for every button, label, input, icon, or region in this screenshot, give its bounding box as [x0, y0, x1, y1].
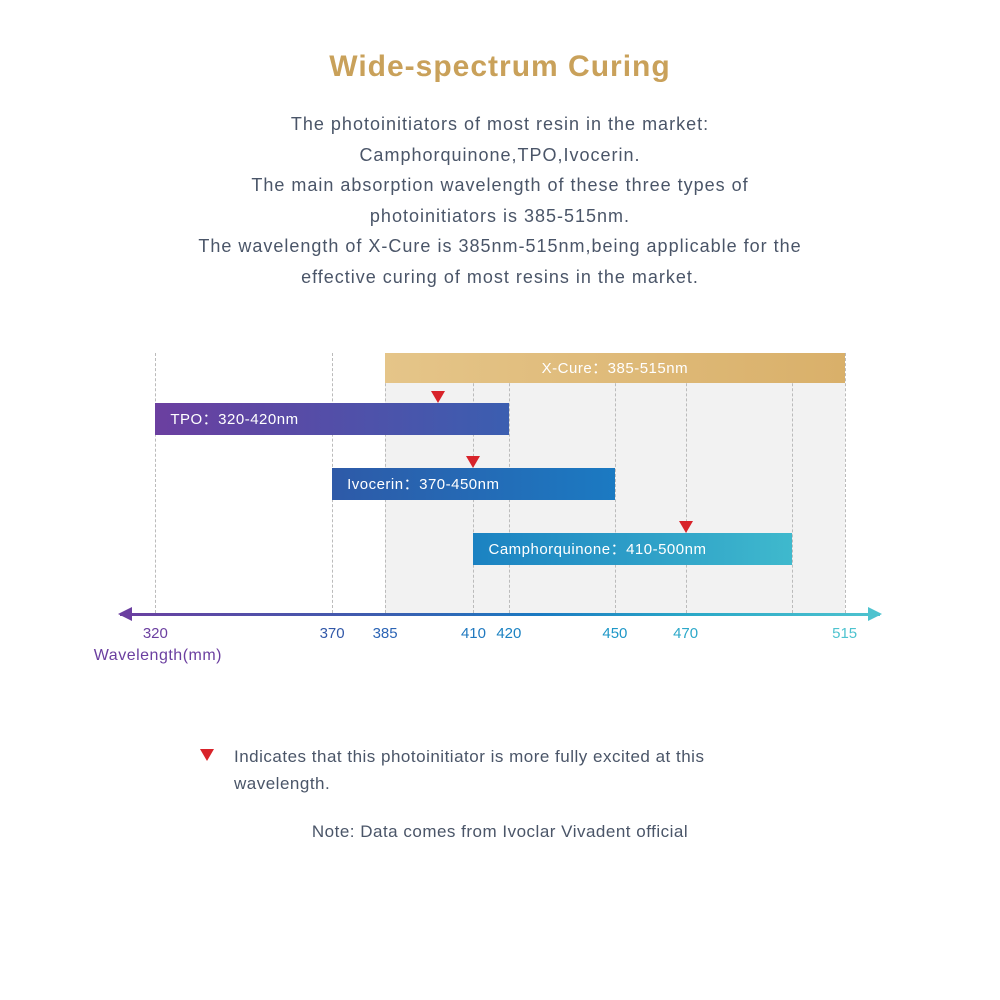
- bar-camphorquinone: Camphorquinone：410-500nm: [473, 533, 791, 565]
- description-line: The wavelength of X-Cure is 385nm-515nm,…: [60, 231, 940, 262]
- gridline: [155, 353, 156, 613]
- description-block: The photoinitiators of most resin in the…: [60, 109, 940, 293]
- axis-arrow-left-icon: [118, 607, 132, 621]
- tick-label: 515: [832, 625, 857, 642]
- gridline: [845, 353, 846, 613]
- bar-xcure: X-Cure：385-515nm: [385, 353, 845, 383]
- tick-label: 385: [373, 625, 398, 642]
- data-source-note: Note: Data comes from Ivoclar Vivadent o…: [60, 822, 940, 842]
- tick-label: 450: [602, 625, 627, 642]
- tick-label: 320: [143, 625, 168, 642]
- description-line: photoinitiators is 385-515nm.: [60, 201, 940, 232]
- gridline: [792, 353, 793, 613]
- tick-label: 370: [320, 625, 345, 642]
- peak-marker-icon: [466, 456, 480, 468]
- axis-label: Wavelength(mm): [94, 647, 222, 665]
- description-line: effective curing of most resins in the m…: [60, 262, 940, 293]
- bar-tpo: TPO：320-420nm: [155, 403, 508, 435]
- x-axis: [120, 613, 880, 616]
- description-line: The photoinitiators of most resin in the…: [60, 109, 940, 140]
- legend-text: Indicates that this photoinitiator is mo…: [234, 743, 800, 797]
- page-title: Wide-spectrum Curing: [60, 50, 940, 84]
- peak-marker-icon: [431, 391, 445, 403]
- description-line: The main absorption wavelength of these …: [60, 170, 940, 201]
- bar-ivocerin: Ivocerin：370-450nm: [332, 468, 615, 500]
- legend: Indicates that this photoinitiator is mo…: [200, 743, 800, 797]
- gridline: [615, 353, 616, 613]
- legend-marker-icon: [200, 749, 214, 761]
- description-line: Camphorquinone,TPO,Ivocerin.: [60, 140, 940, 171]
- peak-marker-icon: [679, 521, 693, 533]
- tick-label: 410: [461, 625, 486, 642]
- chart-plot-area: X-Cure：385-515nm TPO：320-420nm Ivocerin：37…: [120, 353, 880, 633]
- tick-label: 420: [496, 625, 521, 642]
- wavelength-chart: X-Cure：385-515nm TPO：320-420nm Ivocerin：37…: [80, 353, 920, 693]
- tick-label: 470: [673, 625, 698, 642]
- axis-arrow-right-icon: [868, 607, 882, 621]
- gridline: [686, 353, 687, 613]
